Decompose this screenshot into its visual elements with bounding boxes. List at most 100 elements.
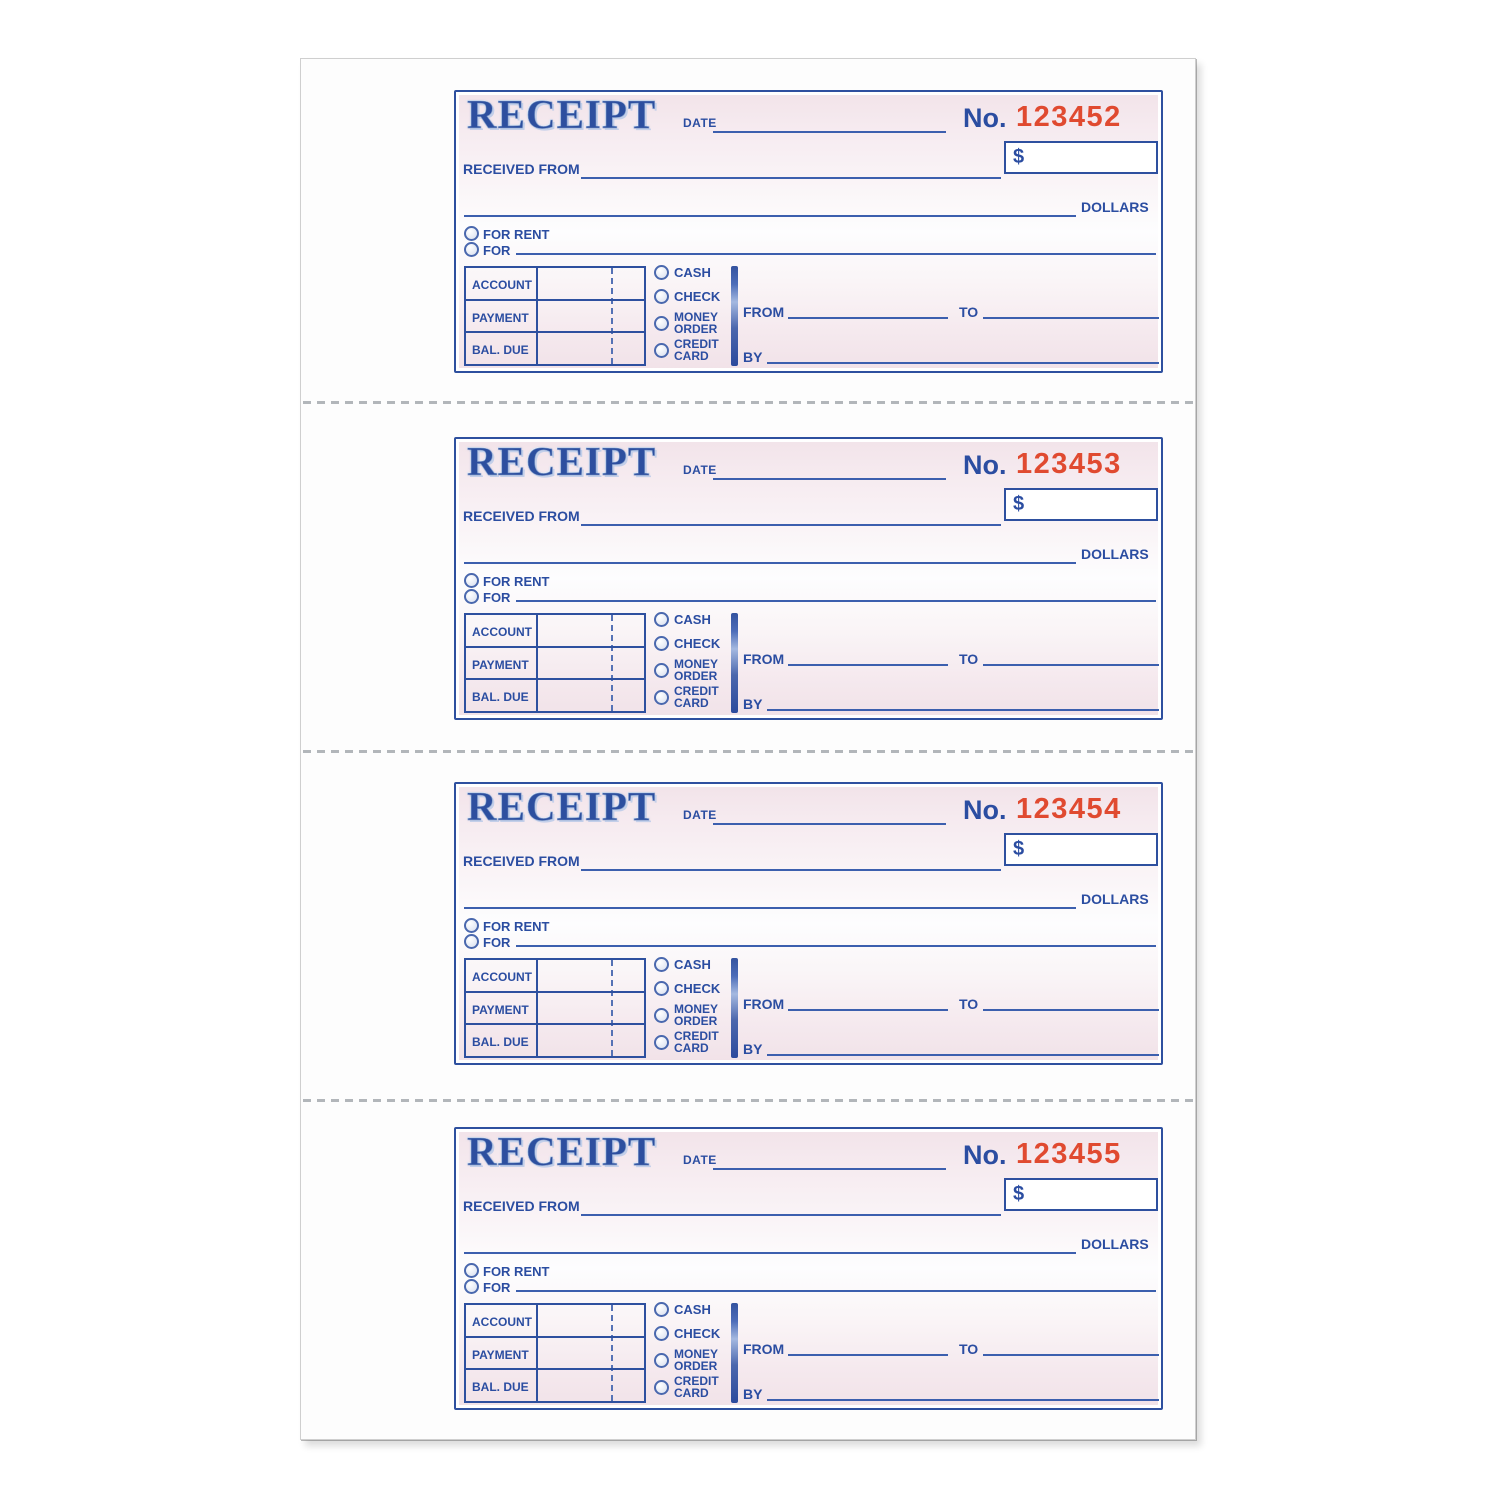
check-checkbox xyxy=(654,289,669,304)
account-label: ACCOUNT xyxy=(472,278,532,292)
receipt-number: 123454 xyxy=(1016,793,1122,825)
payment-option-money-order: MONEY ORDER xyxy=(654,310,719,336)
cash-label: CASH xyxy=(674,612,711,627)
cash-checkbox xyxy=(654,957,669,972)
receipt-title: RECEIPT xyxy=(467,1128,657,1174)
for-write-line xyxy=(516,945,1156,947)
received-from-write-line xyxy=(581,869,1001,871)
number-prefix-label: No. xyxy=(963,1140,1007,1170)
to-label: TO xyxy=(959,996,979,1012)
date-label: DATE xyxy=(683,1153,717,1167)
by-write-line xyxy=(767,362,1159,364)
table-row-divider xyxy=(466,678,644,680)
dollars-label: DOLLARS xyxy=(1081,1236,1149,1252)
section-divider-bar xyxy=(731,613,738,713)
from-label: FROM xyxy=(743,1341,785,1357)
for-rent-label: FOR RENT xyxy=(483,574,550,589)
table-column-divider xyxy=(536,960,538,1056)
by-write-line xyxy=(767,1054,1159,1056)
amount-words-write-line xyxy=(464,1252,1076,1254)
account-table: ACCOUNT PAYMENT BAL. DUE xyxy=(464,1303,646,1403)
perforation-line xyxy=(303,750,1193,753)
number-prefix-label: No. xyxy=(963,450,1007,480)
table-column-divider xyxy=(536,268,538,364)
amount-box: $ xyxy=(1004,1178,1158,1211)
to-label: TO xyxy=(959,304,979,320)
table-column-divider xyxy=(536,615,538,711)
dollar-sign: $ xyxy=(1013,493,1025,515)
for-rent-label: FOR RENT xyxy=(483,227,550,242)
for-checkbox xyxy=(464,934,479,949)
for-label: FOR xyxy=(483,935,511,950)
receipt-form: RECEIPT DATE No. 123452 $ RECEIVED FROM … xyxy=(454,90,1163,373)
from-label: FROM xyxy=(743,996,785,1012)
balance-due-label: BAL. DUE xyxy=(472,1380,529,1394)
check-label: CHECK xyxy=(674,981,721,996)
cash-checkbox xyxy=(654,612,669,627)
for-rent-checkbox xyxy=(464,1263,479,1278)
account-label: ACCOUNT xyxy=(472,625,532,639)
balance-due-label: BAL. DUE xyxy=(472,1035,529,1049)
dollars-label: DOLLARS xyxy=(1081,546,1149,562)
check-checkbox xyxy=(654,1326,669,1341)
money-order-label: MONEY ORDER xyxy=(674,1347,719,1373)
to-write-line xyxy=(983,664,1159,666)
cash-checkbox xyxy=(654,1302,669,1317)
money-order-label: MONEY ORDER xyxy=(674,657,719,683)
money-order-label: MONEY ORDER xyxy=(674,310,719,336)
amount-words-write-line xyxy=(464,215,1076,217)
date-label: DATE xyxy=(683,116,717,130)
date-label: DATE xyxy=(683,808,717,822)
cash-label: CASH xyxy=(674,1302,711,1317)
table-cents-divider xyxy=(611,615,613,711)
check-label: CHECK xyxy=(674,1326,721,1341)
to-write-line xyxy=(983,1009,1159,1011)
from-write-line xyxy=(788,1009,948,1011)
credit-card-checkbox xyxy=(654,1035,669,1050)
payment-option-cash: CASH xyxy=(654,265,711,280)
dollars-label: DOLLARS xyxy=(1081,891,1149,907)
table-cents-divider xyxy=(611,960,613,1056)
receipt-form: RECEIPT DATE No. 123453 $ RECEIVED FROM … xyxy=(454,437,1163,720)
cash-label: CASH xyxy=(674,957,711,972)
payment-label: PAYMENT xyxy=(472,1003,529,1017)
table-row-divider xyxy=(466,646,644,648)
for-rent-label: FOR RENT xyxy=(483,919,550,934)
credit-card-checkbox xyxy=(654,343,669,358)
number-prefix-label: No. xyxy=(963,795,1007,825)
payment-label: PAYMENT xyxy=(472,1348,529,1362)
received-from-write-line xyxy=(581,177,1001,179)
credit-card-label: CREDIT CARD xyxy=(674,1374,719,1400)
for-checkbox xyxy=(464,589,479,604)
for-checkbox xyxy=(464,242,479,257)
received-from-label: RECEIVED FROM xyxy=(463,1198,580,1214)
balance-due-label: BAL. DUE xyxy=(472,690,529,704)
payment-option-credit-card: CREDIT CARD xyxy=(654,337,719,363)
for-write-line xyxy=(516,1290,1156,1292)
number-prefix-label: No. xyxy=(963,103,1007,133)
perforation-line xyxy=(303,1099,1193,1102)
account-table: ACCOUNT PAYMENT BAL. DUE xyxy=(464,613,646,713)
table-row-divider xyxy=(466,331,644,333)
dollar-sign: $ xyxy=(1013,1183,1025,1205)
check-label: CHECK xyxy=(674,289,721,304)
receipt-title: RECEIPT xyxy=(467,783,657,829)
paper-sheet: RECEIPT DATE No. 123452 $ RECEIVED FROM … xyxy=(300,58,1196,1440)
by-label: BY xyxy=(743,696,763,712)
money-order-checkbox xyxy=(654,663,669,678)
payment-label: PAYMENT xyxy=(472,658,529,672)
date-write-line xyxy=(713,478,946,480)
payment-option-check: CHECK xyxy=(654,981,720,996)
check-label: CHECK xyxy=(674,636,721,651)
table-row-divider xyxy=(466,299,644,301)
table-cents-divider xyxy=(611,1305,613,1401)
from-label: FROM xyxy=(743,651,785,667)
credit-card-label: CREDIT CARD xyxy=(674,337,719,363)
dollar-sign: $ xyxy=(1013,146,1025,168)
section-divider-bar xyxy=(731,266,738,366)
payment-option-money-order: MONEY ORDER xyxy=(654,1347,719,1373)
receipt-form: RECEIPT DATE No. 123455 $ RECEIVED FROM … xyxy=(454,1127,1163,1410)
section-divider-bar xyxy=(731,958,738,1058)
by-write-line xyxy=(767,709,1159,711)
payment-option-money-order: MONEY ORDER xyxy=(654,1003,718,1027)
